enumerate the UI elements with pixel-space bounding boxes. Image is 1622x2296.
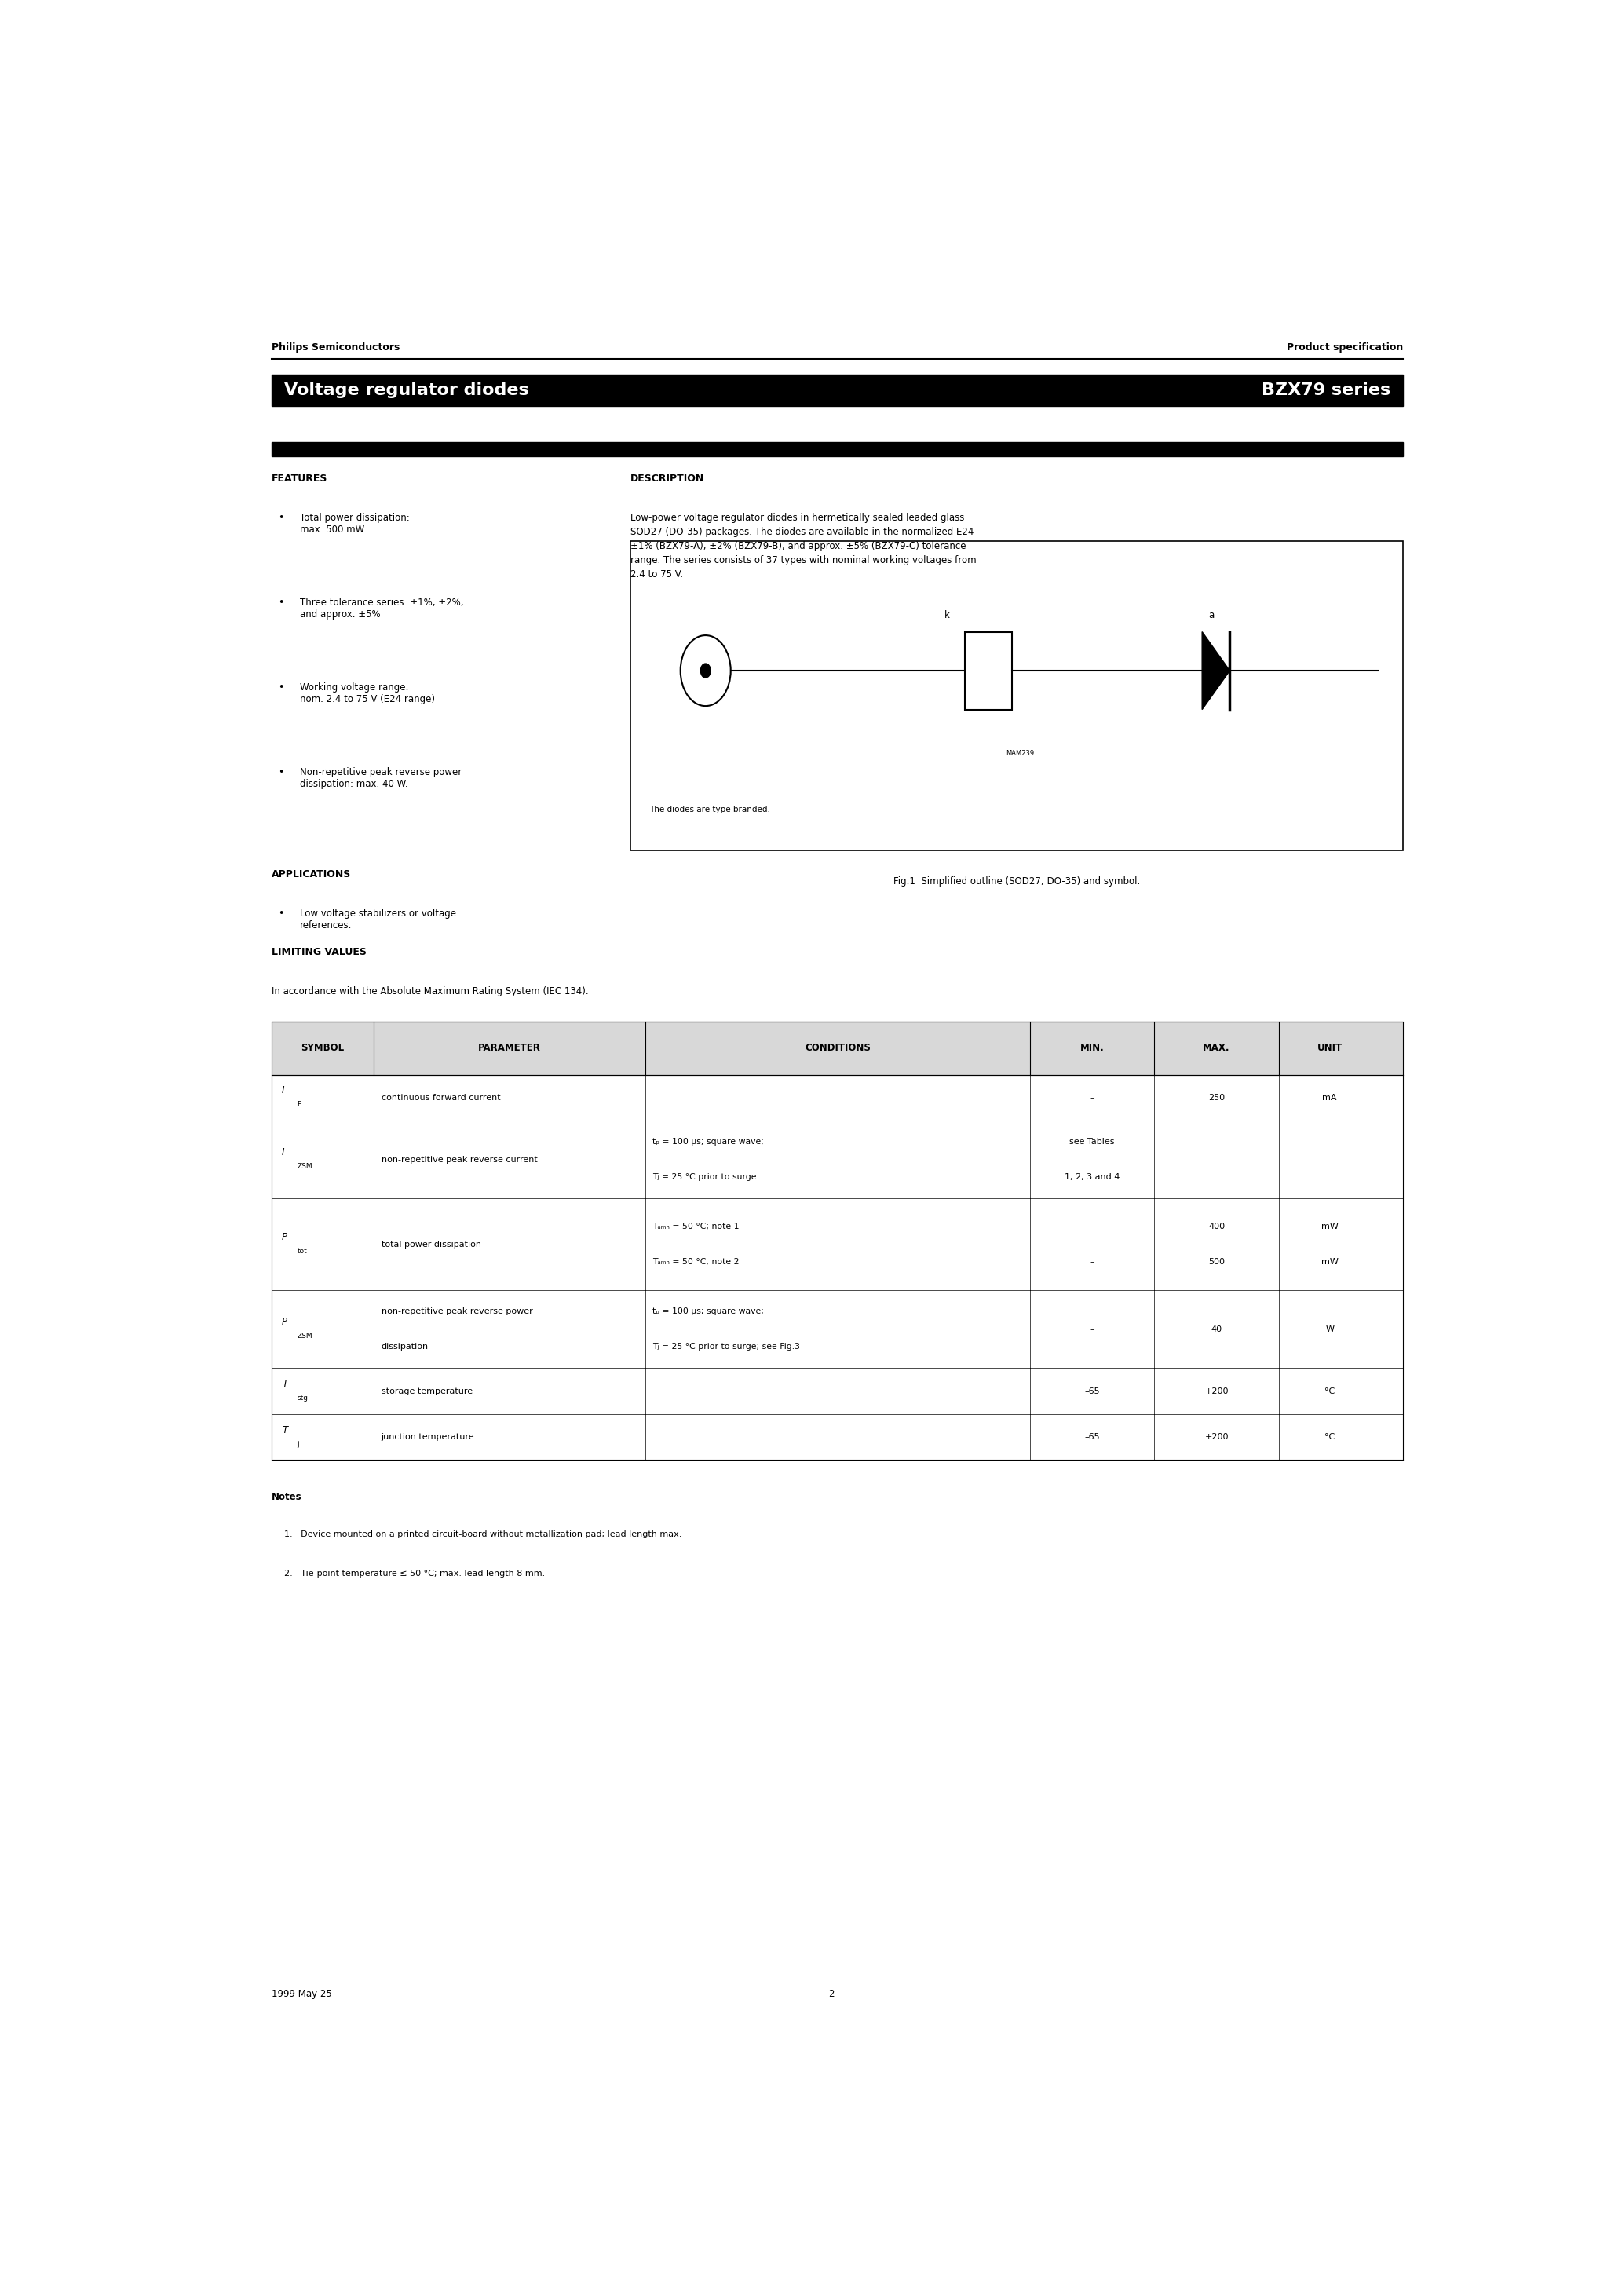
Text: dissipation: dissipation [381, 1343, 428, 1350]
Polygon shape [1202, 631, 1229, 709]
Text: k: k [944, 611, 950, 620]
Text: continuous forward current: continuous forward current [381, 1093, 500, 1102]
Text: •: • [279, 512, 284, 523]
Text: MIN.: MIN. [1080, 1042, 1105, 1054]
Text: FEATURES: FEATURES [272, 473, 328, 484]
Text: 500: 500 [1208, 1258, 1225, 1265]
Text: Working voltage range:
nom. 2.4 to 75 V (E24 range): Working voltage range: nom. 2.4 to 75 V … [300, 682, 435, 705]
Text: APPLICATIONS: APPLICATIONS [272, 870, 352, 879]
Text: CONDITIONS: CONDITIONS [805, 1042, 871, 1054]
Text: 1, 2, 3 and 4: 1, 2, 3 and 4 [1064, 1173, 1119, 1180]
Text: •: • [279, 682, 284, 693]
Text: 1.   Device mounted on a printed circuit-board without metallization pad; lead l: 1. Device mounted on a printed circuit-b… [284, 1531, 681, 1538]
Text: I: I [282, 1148, 285, 1157]
Text: 1999 May 25: 1999 May 25 [272, 1988, 333, 2000]
Text: –: – [1090, 1093, 1095, 1102]
Text: F: F [297, 1102, 302, 1109]
Text: Tₐₘₕ = 50 °C; note 2: Tₐₘₕ = 50 °C; note 2 [652, 1258, 740, 1265]
Text: –65: –65 [1085, 1433, 1100, 1442]
Text: non-repetitive peak reverse power: non-repetitive peak reverse power [381, 1309, 532, 1316]
Circle shape [701, 664, 710, 677]
Text: °C: °C [1325, 1387, 1335, 1396]
Bar [272, 441, 1403, 457]
Text: LIMITING VALUES: LIMITING VALUES [272, 948, 367, 957]
Text: UNIT: UNIT [1317, 1042, 1343, 1054]
Text: T: T [282, 1380, 287, 1389]
Text: DESCRIPTION: DESCRIPTION [631, 473, 704, 484]
Text: 40: 40 [1212, 1325, 1221, 1334]
Text: •: • [279, 597, 284, 608]
Text: 400: 400 [1208, 1224, 1225, 1231]
Text: ZSM: ZSM [297, 1332, 313, 1341]
Text: tₚ = 100 μs; square wave;: tₚ = 100 μs; square wave; [652, 1139, 764, 1146]
Text: P: P [282, 1318, 287, 1327]
Text: MAX.: MAX. [1204, 1042, 1229, 1054]
Text: see Tables: see Tables [1069, 1139, 1114, 1146]
Text: The diodes are type branded.: The diodes are type branded. [649, 806, 770, 813]
Text: –: – [1090, 1325, 1095, 1334]
Text: Fig.1  Simplified outline (SOD27; DO-35) and symbol.: Fig.1 Simplified outline (SOD27; DO-35) … [894, 877, 1140, 886]
Text: I: I [282, 1086, 285, 1095]
Text: Voltage regulator diodes: Voltage regulator diodes [284, 383, 529, 397]
Text: •: • [279, 767, 284, 778]
Text: Low-power voltage regulator diodes in hermetically sealed leaded glass
SOD27 (DO: Low-power voltage regulator diodes in he… [631, 512, 976, 579]
Text: non-repetitive peak reverse current: non-repetitive peak reverse current [381, 1155, 537, 1164]
Text: Philips Semiconductors: Philips Semiconductors [272, 342, 401, 354]
Text: 250: 250 [1208, 1093, 1225, 1102]
Text: Non-repetitive peak reverse power
dissipation: max. 40 W.: Non-repetitive peak reverse power dissip… [300, 767, 462, 790]
Text: mA: mA [1322, 1093, 1337, 1102]
Text: total power dissipation: total power dissipation [381, 1240, 482, 1249]
Text: °C: °C [1325, 1433, 1335, 1442]
Text: stg: stg [297, 1394, 308, 1401]
Text: tot: tot [297, 1249, 307, 1256]
Text: Tⱼ = 25 °C prior to surge; see Fig.3: Tⱼ = 25 °C prior to surge; see Fig.3 [652, 1343, 800, 1350]
Text: In accordance with the Absolute Maximum Rating System (IEC 134).: In accordance with the Absolute Maximum … [272, 987, 589, 996]
Text: storage temperature: storage temperature [381, 1387, 472, 1396]
Text: mW: mW [1320, 1258, 1338, 1265]
Text: Total power dissipation:
max. 500 mW: Total power dissipation: max. 500 mW [300, 512, 409, 535]
Text: Three tolerance series: ±1%, ±2%,
and approx. ±5%: Three tolerance series: ±1%, ±2%, and ap… [300, 597, 464, 620]
Text: Low voltage stabilizers or voltage
references.: Low voltage stabilizers or voltage refer… [300, 909, 456, 930]
Text: ZSM: ZSM [297, 1164, 313, 1171]
Text: Tⱼ = 25 °C prior to surge: Tⱼ = 25 °C prior to surge [652, 1173, 757, 1180]
Text: Tₐₘₕ = 50 °C; note 1: Tₐₘₕ = 50 °C; note 1 [652, 1224, 740, 1231]
Text: MAM239: MAM239 [1006, 751, 1033, 758]
Text: PARAMETER: PARAMETER [478, 1042, 540, 1054]
Text: P: P [282, 1233, 287, 1242]
Text: +200: +200 [1205, 1387, 1228, 1396]
Text: Product specification: Product specification [1286, 342, 1403, 354]
Text: •: • [279, 909, 284, 918]
Bar [965, 631, 1012, 709]
Text: +200: +200 [1205, 1433, 1228, 1442]
Text: T: T [282, 1426, 287, 1435]
Text: –: – [1090, 1258, 1095, 1265]
Bar [272, 374, 1403, 406]
Text: SYMBOL: SYMBOL [302, 1042, 344, 1054]
Text: junction temperature: junction temperature [381, 1433, 474, 1442]
Text: j: j [297, 1440, 298, 1449]
Text: 2: 2 [829, 1988, 834, 2000]
Bar [631, 540, 1403, 850]
Text: BZX79 series: BZX79 series [1262, 383, 1390, 397]
Text: –65: –65 [1085, 1387, 1100, 1396]
Bar [272, 1022, 1403, 1075]
Text: 2.   Tie-point temperature ≤ 50 °C; max. lead length 8 mm.: 2. Tie-point temperature ≤ 50 °C; max. l… [284, 1570, 545, 1577]
Text: a: a [1208, 611, 1215, 620]
Text: –: – [1090, 1224, 1095, 1231]
Text: mW: mW [1320, 1224, 1338, 1231]
Text: Notes: Notes [272, 1492, 302, 1502]
Text: tₚ = 100 μs; square wave;: tₚ = 100 μs; square wave; [652, 1309, 764, 1316]
Text: W: W [1325, 1325, 1333, 1334]
